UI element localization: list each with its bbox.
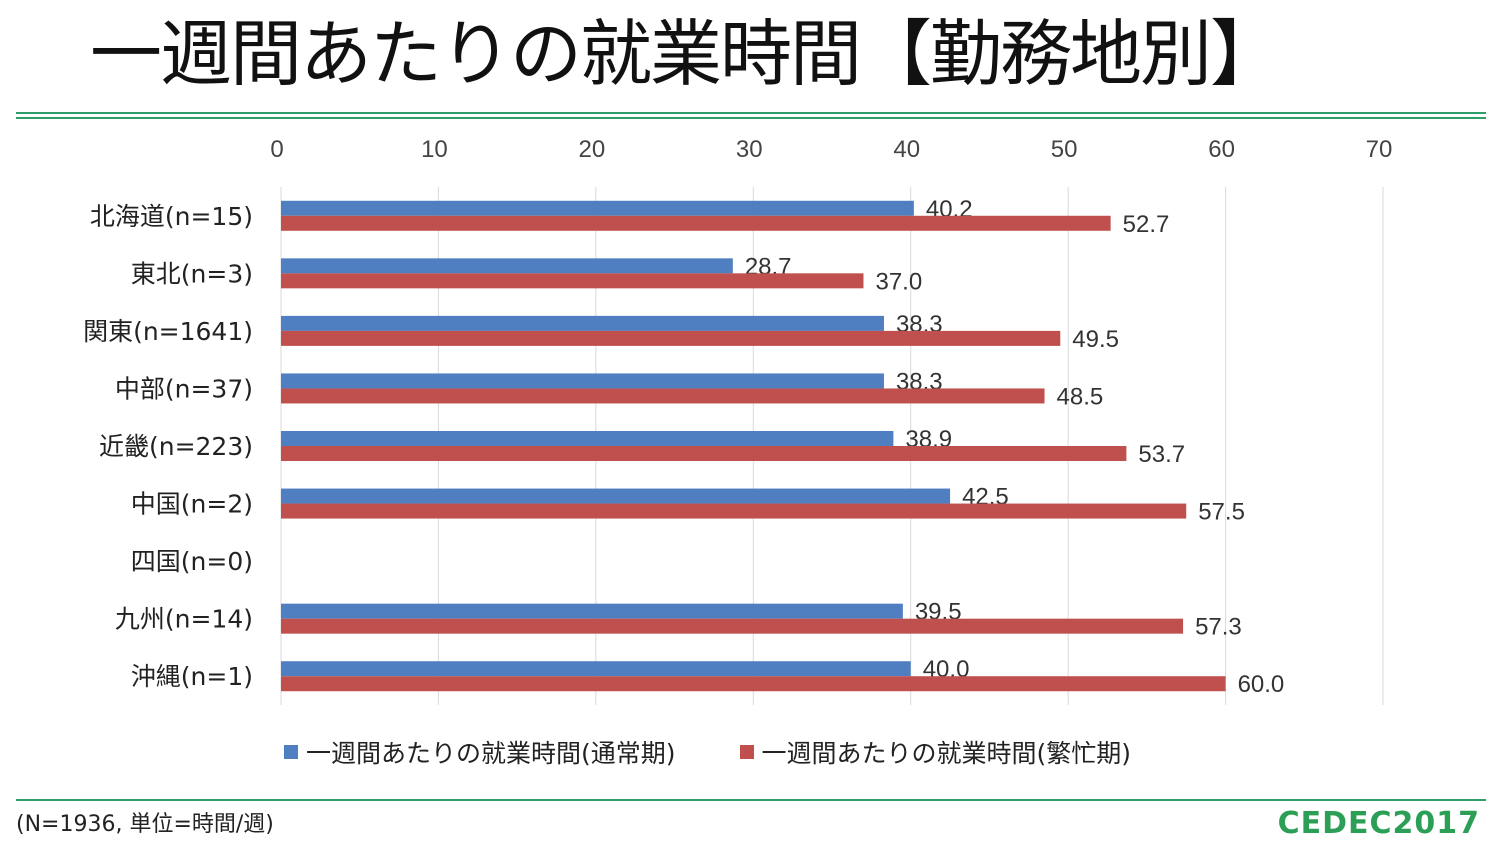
bar-busy xyxy=(281,330,1061,346)
category-label: 近畿(n=223) xyxy=(99,432,253,461)
bar-normal xyxy=(281,258,733,274)
data-label-busy: 49.5 xyxy=(1072,326,1119,353)
x-tick-label: 50 xyxy=(1051,136,1078,163)
bar-normal xyxy=(281,200,914,216)
data-label-busy: 48.5 xyxy=(1057,383,1104,410)
legend-label-busy: 一週間あたりの就業時間(繁忙期) xyxy=(761,739,1132,768)
cedec-logo: CEDEC2017 xyxy=(1277,806,1480,841)
x-tick-label: 40 xyxy=(893,136,920,163)
page-title: 一週間あたりの就業時間【勤務地別】 xyxy=(90,12,1282,96)
bar-busy xyxy=(281,503,1187,519)
data-label-busy: 60.0 xyxy=(1238,671,1285,698)
legend-item-normal: 一週間あたりの就業時間(通常期) xyxy=(284,734,676,770)
category-label: 東北(n=3) xyxy=(131,259,253,288)
bar-normal xyxy=(281,431,894,446)
x-tick-label: 20 xyxy=(579,136,606,163)
footer-divider xyxy=(16,799,1486,801)
category-label: 北海道(n=15) xyxy=(90,202,253,231)
data-label-busy: 57.5 xyxy=(1198,499,1245,526)
chart-legend: 一週間あたりの就業時間(通常期) 一週間あたりの就業時間(繁忙期) xyxy=(284,734,1195,770)
data-label-busy: 53.7 xyxy=(1138,441,1185,468)
category-label: 四国(n=0) xyxy=(131,547,253,576)
category-label: 沖縄(n=1) xyxy=(131,662,253,691)
bar-normal xyxy=(281,373,884,389)
x-tick-label: 70 xyxy=(1366,136,1393,163)
category-label: 九州(n=14) xyxy=(115,605,253,634)
x-tick-label: 10 xyxy=(421,136,448,163)
legend-swatch-busy xyxy=(739,745,754,759)
legend-label-normal: 一週間あたりの就業時間(通常期) xyxy=(306,739,676,768)
data-label-busy: 52.7 xyxy=(1123,211,1170,238)
category-label: 中部(n=37) xyxy=(115,374,253,403)
category-label: 関東(n=1641) xyxy=(83,317,253,346)
bar-busy xyxy=(281,446,1127,461)
bar-normal xyxy=(281,661,911,677)
data-label-busy: 37.0 xyxy=(875,268,922,295)
bar-normal xyxy=(281,603,903,619)
data-label-busy: 57.3 xyxy=(1195,614,1242,641)
x-tick-label: 60 xyxy=(1208,136,1235,163)
legend-item-busy: 一週間あたりの就業時間(繁忙期) xyxy=(739,734,1132,770)
title-divider-bottom xyxy=(16,117,1486,119)
bar-busy xyxy=(281,215,1111,231)
bar-busy xyxy=(281,676,1226,692)
bar-normal xyxy=(281,488,951,504)
x-tick-label: 30 xyxy=(736,136,763,163)
title-divider-top xyxy=(16,112,1486,114)
bar-busy xyxy=(281,388,1045,404)
bar-normal xyxy=(281,315,884,331)
x-tick-label: 0 xyxy=(270,136,283,163)
legend-swatch-normal xyxy=(284,745,298,759)
bar-busy xyxy=(281,273,864,289)
footnote: (N=1936, 単位=時間/週) xyxy=(16,812,274,837)
bar-busy xyxy=(281,618,1184,634)
category-label: 中国(n=2) xyxy=(131,490,253,519)
